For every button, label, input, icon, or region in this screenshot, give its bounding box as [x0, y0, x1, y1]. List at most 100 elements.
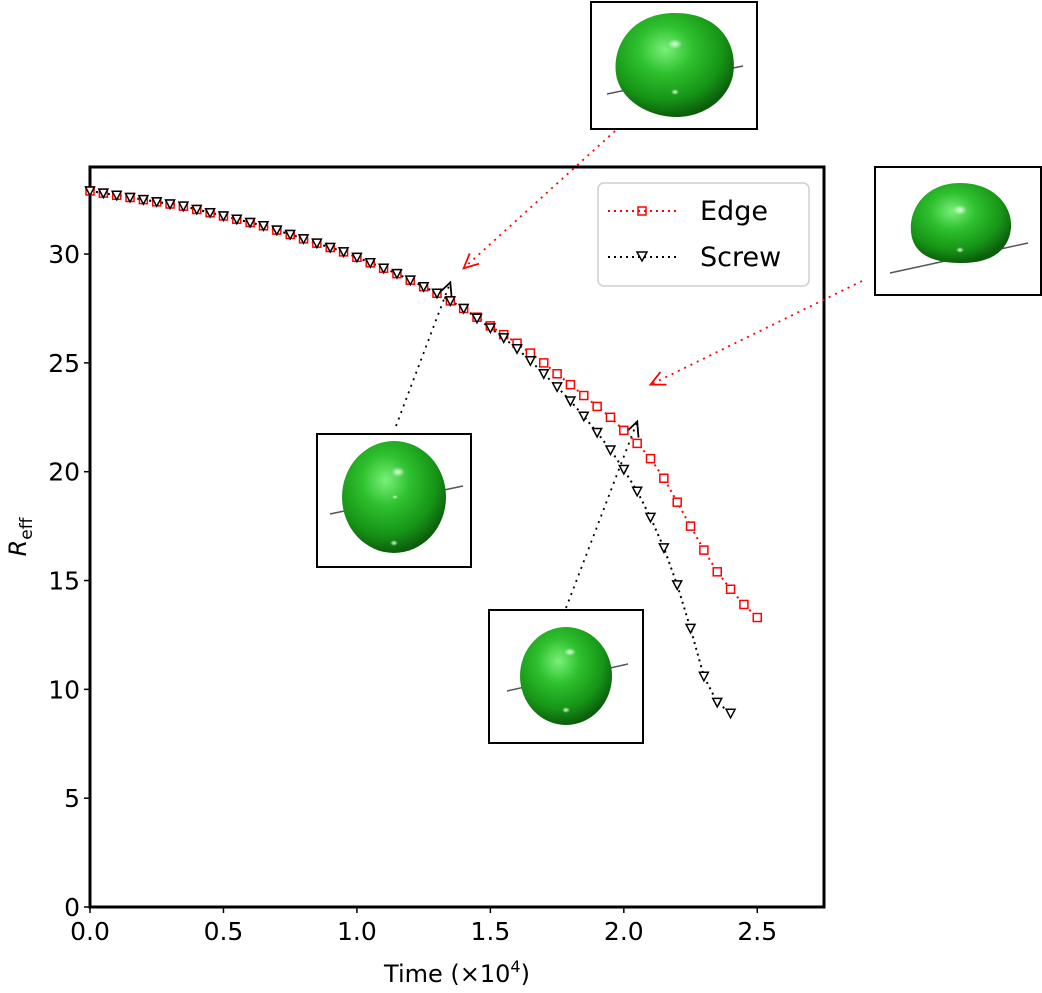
data-point-screw [564, 396, 577, 408]
data-point-screw [457, 303, 470, 315]
y-tick-label: 15 [48, 567, 80, 596]
axis-ticks: 0.0 0.5 1.0 1.5 2.0 2.5 0 5 10 15 20 25 30 [48, 240, 777, 946]
data-point-screw [497, 333, 510, 344]
data-point-screw [337, 247, 350, 258]
x-tick-label: 0.0 [70, 917, 110, 946]
data-point-edge [579, 390, 589, 401]
data-point-screw [404, 275, 417, 287]
x-axis-label: Time (×104) [383, 957, 530, 988]
data-point-screw [724, 708, 737, 720]
data-point-screw [204, 207, 216, 219]
annotation-arrow-head [624, 419, 640, 438]
data-point-screw [217, 211, 230, 223]
data-point-screw [711, 697, 723, 709]
data-point-screw [524, 355, 537, 367]
data-point-screw [604, 445, 617, 457]
data-point-edge [565, 379, 576, 390]
annotation-arrow-line [395, 282, 452, 427]
data-point-screw [231, 214, 243, 226]
data-point-edge [739, 599, 749, 610]
inset-edge-late [874, 166, 1042, 296]
data-point-edge [632, 438, 642, 449]
data-point-screw [551, 382, 563, 393]
inset-screw-early [316, 433, 472, 568]
y-tick-label: 10 [48, 675, 80, 704]
green-sphere-screw-early-icon [329, 441, 464, 553]
y-tick-label: 5 [64, 784, 80, 813]
data-point-screw [431, 288, 443, 300]
x-tick-label: 2.0 [604, 917, 644, 946]
data-point-edge [619, 425, 629, 436]
data-point-screw [244, 217, 256, 229]
legend: Edge Screw [597, 182, 810, 287]
x-tick-label: 1.5 [470, 917, 510, 946]
annotation-arrow-head [462, 253, 480, 270]
data-point-edge [645, 453, 656, 464]
data-point-edge [712, 567, 722, 577]
x-axis-label-superscript: 4 [510, 957, 520, 976]
data-point-screw [698, 671, 710, 683]
inset-edge-early [590, 1, 758, 130]
data-point-screw [364, 258, 377, 269]
data-point-screw [97, 188, 110, 200]
data-point-screw [191, 204, 203, 216]
data-point-screw [84, 186, 96, 198]
data-point-edge [592, 401, 602, 412]
data-point-screw [391, 268, 403, 280]
data-point-screw [658, 543, 670, 554]
annotation-arrow-head [648, 371, 667, 386]
y-tick-label: 0 [64, 893, 80, 922]
green-sphere-screw-late-icon [506, 627, 629, 725]
data-point-screw [164, 199, 176, 211]
data-point-screw [591, 427, 603, 439]
green-sphere-edge-late-icon [889, 183, 1029, 274]
legend-screw-marker [635, 251, 649, 263]
inset-screw-late [488, 609, 644, 744]
annotation-arrow-line [565, 421, 639, 609]
x-tick-label: 2.5 [737, 917, 777, 946]
data-point-edge [752, 612, 763, 623]
data-point-screw [311, 238, 323, 250]
data-point-screw [351, 252, 363, 264]
data-point-screw [578, 411, 590, 423]
y-tick-label: 25 [48, 349, 80, 378]
annotation-arrow-line [650, 280, 863, 386]
data-point-screw [417, 281, 430, 293]
data-point-screw [684, 623, 697, 635]
data-point-screw [484, 323, 497, 335]
data-point-screw [631, 486, 643, 498]
y-axis-label-subscript: eff [17, 516, 37, 539]
data-point-screw [271, 225, 283, 237]
data-point-screw [618, 464, 630, 476]
data-point-screw [444, 296, 457, 307]
data-point-edge [672, 497, 682, 507]
data-point-screw [471, 313, 483, 325]
data-point-screw [537, 369, 550, 380]
data-point-edge [605, 412, 616, 423]
data-point-screw [377, 263, 390, 275]
data-point-screw [284, 229, 296, 241]
data-point-edge [525, 348, 536, 358]
data-point-edge [699, 545, 709, 555]
green-sphere-edge-early-icon [606, 13, 744, 117]
data-point-screw [511, 343, 523, 355]
data-point-screw [124, 192, 136, 204]
data-point-edge [685, 521, 696, 531]
data-point-screw [177, 201, 190, 213]
legend-box [597, 182, 810, 287]
series-markers [84, 186, 763, 720]
legend-screw-label: Screw [700, 242, 781, 273]
data-point-screw [297, 234, 310, 245]
data-point-edge [552, 369, 562, 379]
x-tick-label: 0.5 [204, 917, 244, 946]
legend-edge-marker [637, 206, 647, 216]
data-point-screw [324, 242, 336, 254]
data-point-screw [137, 194, 150, 206]
annotation-arrows [395, 130, 863, 609]
y-tick-label: 30 [48, 240, 80, 269]
y-tick-label: 20 [48, 458, 80, 487]
data-point-screw [257, 221, 270, 232]
legend-edge-label: Edge [700, 196, 768, 227]
